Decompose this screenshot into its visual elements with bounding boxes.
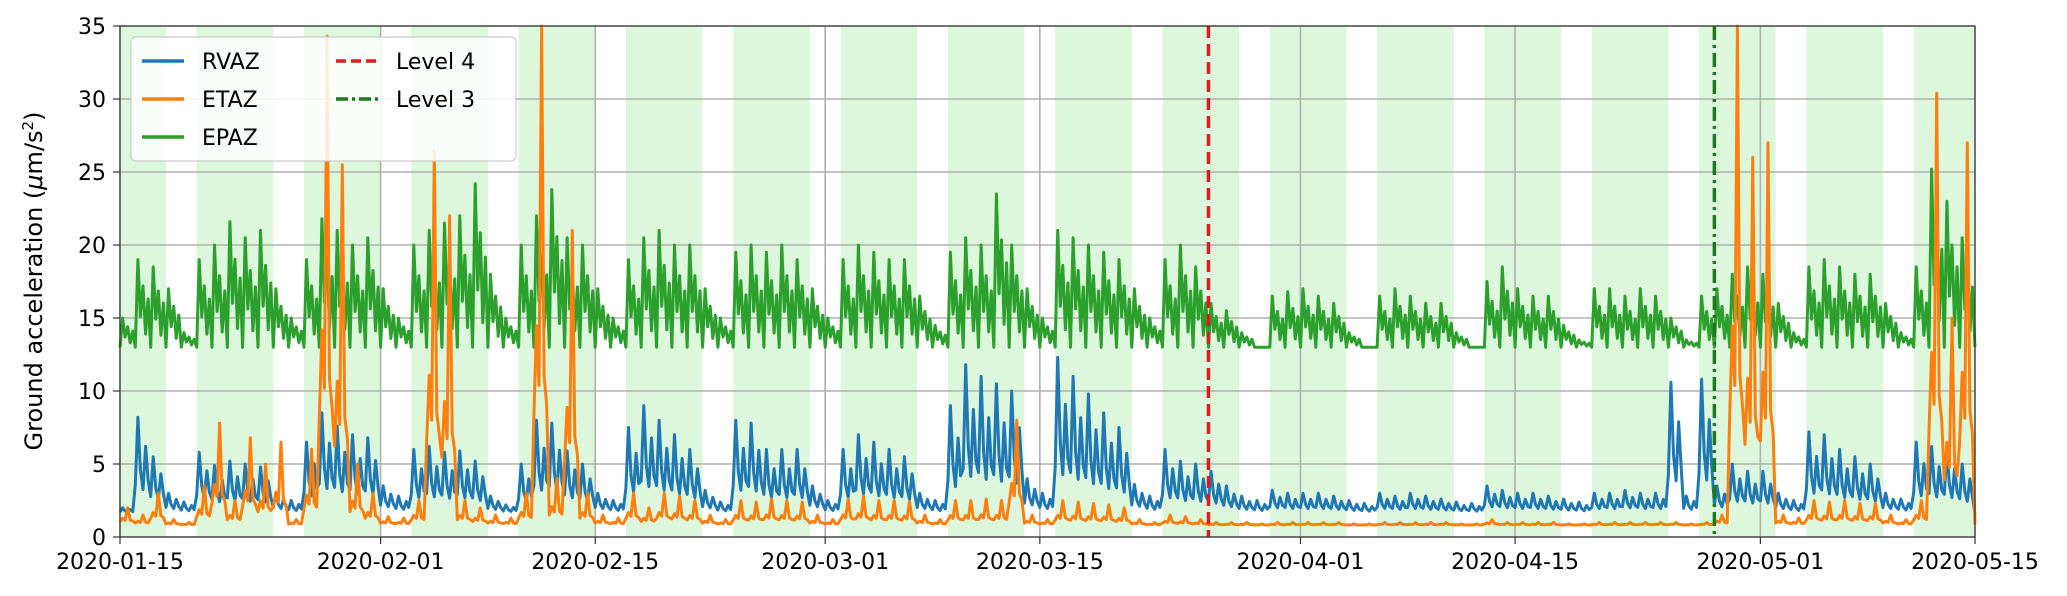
legend: RVAZ ETAZ EPAZ Level 4 Level 3 xyxy=(130,36,517,162)
plot-frame xyxy=(119,25,1976,538)
y-tick-label: 25 xyxy=(78,161,106,186)
y-tick-label: 35 xyxy=(78,15,106,40)
series-rvaz-line xyxy=(118,355,1977,515)
weekday-band xyxy=(1269,26,1347,537)
x-tick-label: 2020-01-15 xyxy=(56,550,184,575)
y-tick-label: 20 xyxy=(78,234,106,259)
legend-label-level-4: Level 4 xyxy=(396,50,475,75)
legend-label-level-3: Level 3 xyxy=(396,88,475,113)
x-tick-label: 2020-05-15 xyxy=(1911,550,2039,575)
weekday-band xyxy=(1162,26,1240,537)
y-tick-label: 30 xyxy=(78,88,106,113)
x-tick-label: 2020-03-15 xyxy=(976,550,1104,575)
x-axis-ticks: 2020-01-15 2020-02-01 2020-02-15 2020-03-01… xyxy=(56,537,2039,575)
x-tick-label: 2020-04-01 xyxy=(1237,550,1365,575)
y-tick-label: 5 xyxy=(92,453,106,478)
x-tick-label: 2020-05-01 xyxy=(1696,550,1824,575)
y-tick-label: 0 xyxy=(92,526,106,551)
y-tick-label: 10 xyxy=(78,380,106,405)
x-tick-label: 2020-03-01 xyxy=(761,550,889,575)
weekday-band xyxy=(1591,26,1669,537)
x-tick-label: 2020-02-15 xyxy=(531,550,659,575)
legend-box xyxy=(130,36,517,162)
plot-lines xyxy=(118,24,1977,527)
series-etaz-line xyxy=(118,24,1977,527)
x-tick-label: 2020-02-01 xyxy=(317,550,445,575)
weekday-band xyxy=(1484,26,1562,537)
y-axis-title: Ground acceleration (μm/s2) xyxy=(19,112,48,451)
x-tick-label: 2020-04-15 xyxy=(1451,550,1579,575)
y-tick-label: 15 xyxy=(78,307,106,332)
legend-label-etaz: ETAZ xyxy=(202,88,258,113)
y-axis-ticks: 0 5 10 15 20 25 30 35 xyxy=(78,15,120,551)
series-epaz-line xyxy=(118,167,1977,349)
weekday-band xyxy=(1377,26,1454,537)
event-lines xyxy=(1206,26,1717,537)
legend-label-rvaz: RVAZ xyxy=(202,50,260,75)
legend-label-epaz: EPAZ xyxy=(202,126,258,151)
